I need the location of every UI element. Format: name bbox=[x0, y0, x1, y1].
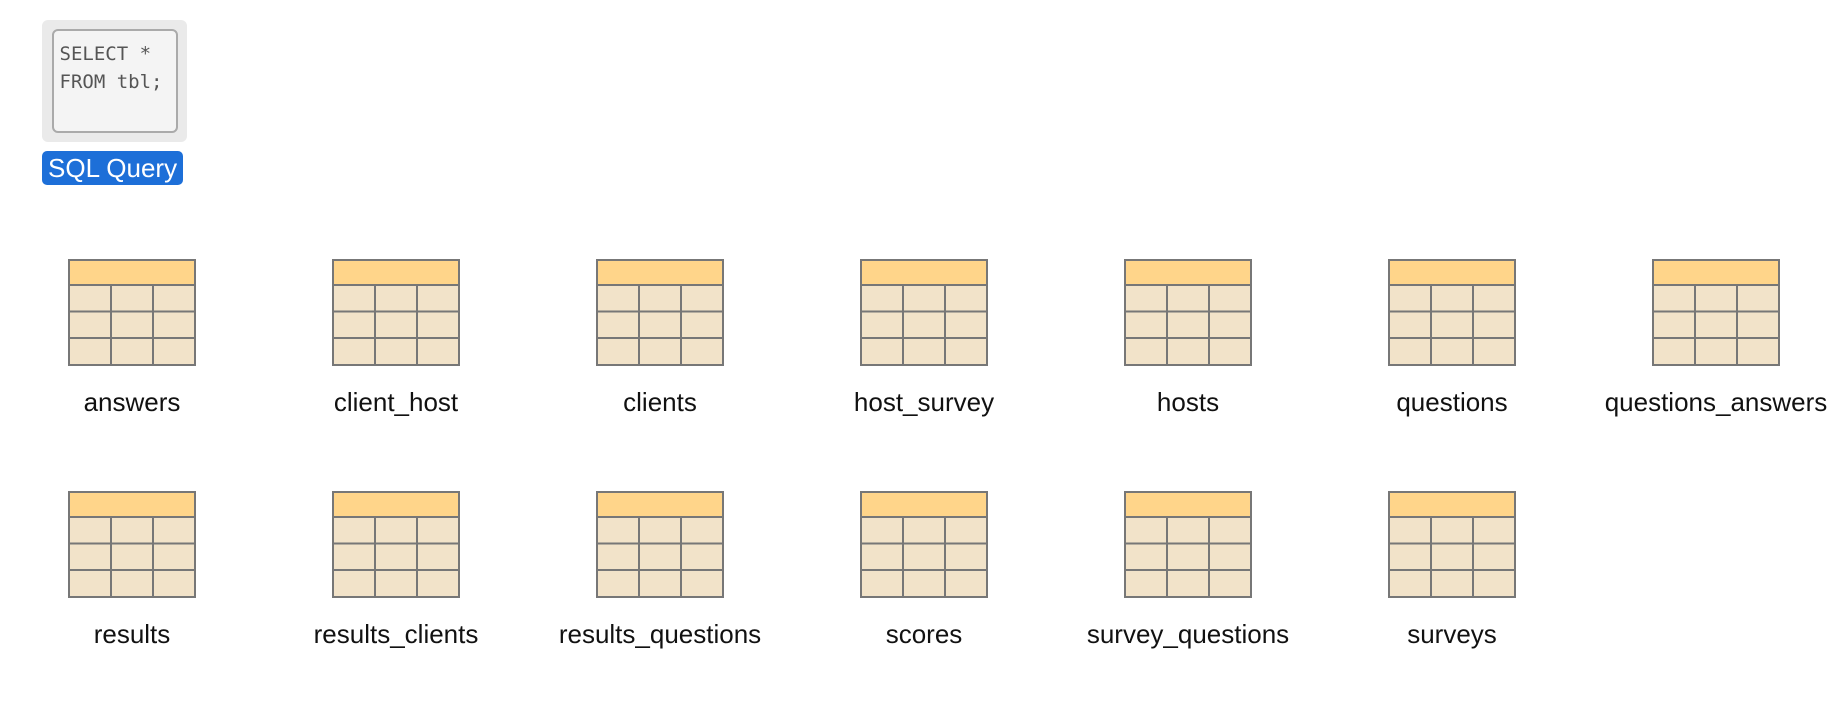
table-item-results[interactable]: results bbox=[0, 491, 264, 723]
table-label: results_clients bbox=[313, 619, 479, 649]
table-label: host_survey bbox=[853, 387, 995, 417]
table-item-results_questions[interactable]: results_questions bbox=[528, 491, 792, 723]
table-item-host_survey[interactable]: host_survey bbox=[792, 259, 1056, 491]
table-item-hosts[interactable]: hosts bbox=[1056, 259, 1320, 491]
table-icon[interactable] bbox=[1388, 259, 1516, 366]
sql-query-icon-selection[interactable]: SELECT * FROM tbl; bbox=[42, 20, 187, 142]
table-icon[interactable] bbox=[1388, 491, 1516, 598]
table-icon[interactable] bbox=[68, 491, 196, 598]
table-icon[interactable] bbox=[596, 491, 724, 598]
sql-query-item[interactable]: SELECT * FROM tbl; SQL Query bbox=[42, 20, 187, 185]
table-icon[interactable] bbox=[596, 259, 724, 366]
table-icon[interactable] bbox=[332, 259, 460, 366]
table-label: hosts bbox=[1156, 387, 1220, 417]
table-icon[interactable] bbox=[1652, 259, 1780, 366]
table-item-surveys[interactable]: surveys bbox=[1320, 491, 1584, 723]
table-icon[interactable] bbox=[860, 259, 988, 366]
table-label: questions bbox=[1396, 387, 1508, 417]
table-icon[interactable] bbox=[860, 491, 988, 598]
table-item-questions[interactable]: questions bbox=[1320, 259, 1584, 491]
table-icon[interactable] bbox=[1124, 259, 1252, 366]
table-label: scores bbox=[885, 619, 963, 649]
table-label: survey_questions bbox=[1086, 619, 1290, 649]
sql-query-label[interactable]: SQL Query bbox=[42, 151, 184, 185]
table-label: clients bbox=[623, 387, 697, 417]
table-item-client_host[interactable]: client_host bbox=[264, 259, 528, 491]
table-label: answers bbox=[83, 387, 181, 417]
table-icon[interactable] bbox=[68, 259, 196, 366]
table-item-answers[interactable]: answers bbox=[0, 259, 264, 491]
table-label: questions_answers bbox=[1604, 387, 1828, 417]
table-icon[interactable] bbox=[332, 491, 460, 598]
tables-grid: answers client_host bbox=[0, 259, 1838, 723]
table-item-clients[interactable]: clients bbox=[528, 259, 792, 491]
table-item-survey_questions[interactable]: survey_questions bbox=[1056, 491, 1320, 723]
table-label: client_host bbox=[333, 387, 459, 417]
sql-code-line-2: FROM tbl; bbox=[59, 71, 163, 93]
sql-code-line-1: SELECT * bbox=[59, 43, 152, 65]
table-label: results bbox=[93, 619, 171, 649]
table-icon[interactable] bbox=[1124, 491, 1252, 598]
table-item-results_clients[interactable]: results_clients bbox=[264, 491, 528, 723]
table-item-scores[interactable]: scores bbox=[792, 491, 1056, 723]
table-label: results_questions bbox=[558, 619, 762, 649]
sql-document-icon[interactable]: SELECT * FROM tbl; bbox=[51, 29, 178, 133]
table-item-questions_answers[interactable]: questions_answers bbox=[1584, 259, 1838, 491]
table-label: surveys bbox=[1407, 619, 1497, 649]
